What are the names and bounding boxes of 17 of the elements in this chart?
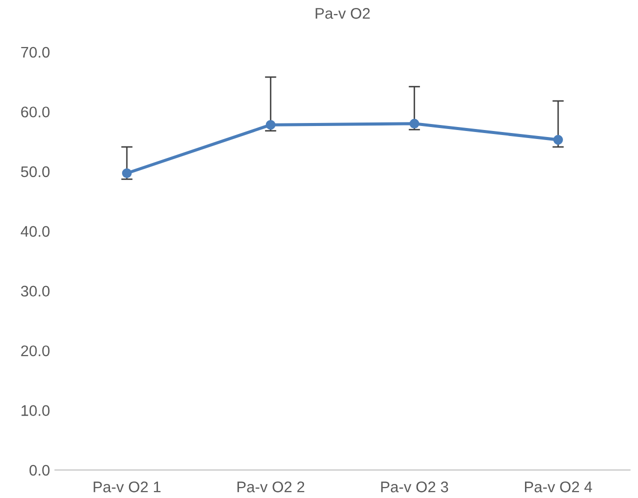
x-tick-label: Pa-v O2 3 — [381, 482, 448, 492]
y-tick-label: 20.0 — [21, 345, 50, 356]
y-tick-label: 0.0 — [30, 464, 50, 476]
x-tick-label: Pa-v O2 1 — [94, 482, 161, 492]
y-tick-label: 10.0 — [22, 405, 50, 416]
point — [122, 168, 132, 178]
point — [266, 120, 276, 130]
y-tick-label: 70.0 — [21, 46, 50, 58]
y-tick-label: 60.0 — [21, 106, 50, 118]
y-tick-label: 30.0 — [20, 286, 50, 297]
y-tick-label: 50.0 — [21, 166, 50, 178]
y-tick-label: 40.0 — [20, 226, 50, 237]
x-tick-label: Pa-v O2 4 — [524, 482, 592, 492]
x-tick-label: Pa-v O2 2 — [237, 482, 304, 492]
point — [553, 134, 563, 145]
chart-title: Pa-v O2 — [316, 8, 370, 19]
point — [410, 118, 420, 129]
